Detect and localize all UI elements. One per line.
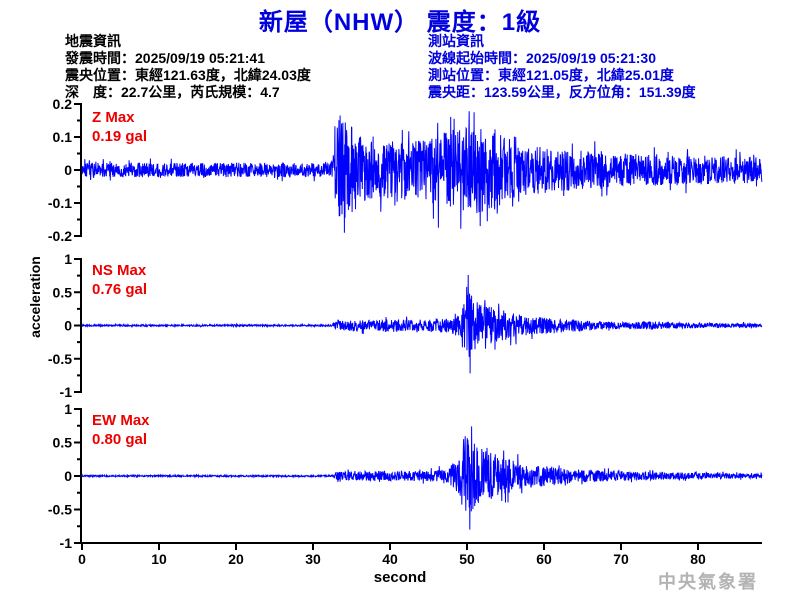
tick-label: -0.2 [48, 228, 72, 244]
station-info-heading: 測站資訊 [428, 33, 484, 49]
tick-label: 30 [305, 551, 321, 567]
trace-ns [81, 274, 763, 374]
tick-label: 0.5 [53, 435, 73, 451]
trace-z [81, 111, 763, 233]
epicentral-distance-line: 震央距：123.59公里，反方位角：151.39度 [428, 84, 696, 100]
tick-label: -0.5 [48, 502, 72, 518]
y-axis-title: acceleration [27, 256, 43, 338]
z-max-label: Z Max 0.19 gal [92, 108, 147, 146]
earthquake-info: 地震資訊 發震時間：2025/09/19 05:21:41 震央位置：東經121… [65, 33, 311, 101]
tick-label: 1 [64, 251, 72, 267]
page-title: 新屋（NHW） 震度：1級 [258, 9, 542, 36]
tick-label: 0 [64, 468, 72, 484]
depth-magnitude-line: 深 度：22.7公里，芮氏規模：4.7 [65, 84, 280, 100]
x-axis-title: second [373, 569, 427, 586]
earthquake-info-heading: 地震資訊 [65, 33, 121, 49]
tick-label: 40 [382, 551, 398, 567]
tick-label: 0 [64, 318, 72, 334]
tick-label: -1 [60, 535, 73, 551]
agency-watermark: 中央氣象署 [658, 572, 758, 592]
wave-start-time-line: 波線起始時間：2025/09/19 05:21:30 [428, 50, 656, 66]
ns-max-name: NS Max [92, 262, 147, 279]
tick-label: 60 [536, 551, 552, 567]
tick-label: 0.1 [53, 129, 73, 145]
tick-label: -0.5 [48, 351, 72, 367]
origin-time-line: 發震時間：2025/09/19 05:21:41 [65, 50, 265, 66]
z-max-name: Z Max [92, 109, 135, 126]
tick-label: 0.5 [53, 284, 73, 300]
ew-max-label: EW Max 0.80 gal [92, 411, 150, 449]
tick-label: 10 [151, 551, 167, 567]
tick-label: 1 [64, 401, 72, 417]
tick-label: 20 [228, 551, 244, 567]
tick-label: 0 [78, 551, 86, 567]
trace-ew [81, 426, 763, 530]
station-info: 測站資訊 波線起始時間：2025/09/19 05:21:30 測站位置：東經1… [428, 33, 696, 101]
station-location-line: 測站位置：東經121.05度，北緯25.01度 [428, 67, 674, 83]
ew-max-name: EW Max [92, 412, 150, 429]
tick-label: 80 [690, 551, 706, 567]
tick-label: 0.2 [53, 96, 73, 112]
tick-label: 70 [613, 551, 629, 567]
z-max-value: 0.19 gal [92, 128, 148, 145]
ew-max-value: 0.80 gal [92, 431, 148, 448]
ns-max-value: 0.76 gal [92, 281, 148, 298]
ns-max-label: NS Max 0.76 gal [92, 261, 147, 299]
tick-label: -0.1 [48, 195, 72, 211]
tick-label: -1 [60, 384, 73, 400]
tick-label: 50 [459, 551, 475, 567]
tick-label: 0 [64, 162, 72, 178]
epicenter-line: 震央位置：東經121.63度，北緯24.03度 [65, 67, 311, 83]
